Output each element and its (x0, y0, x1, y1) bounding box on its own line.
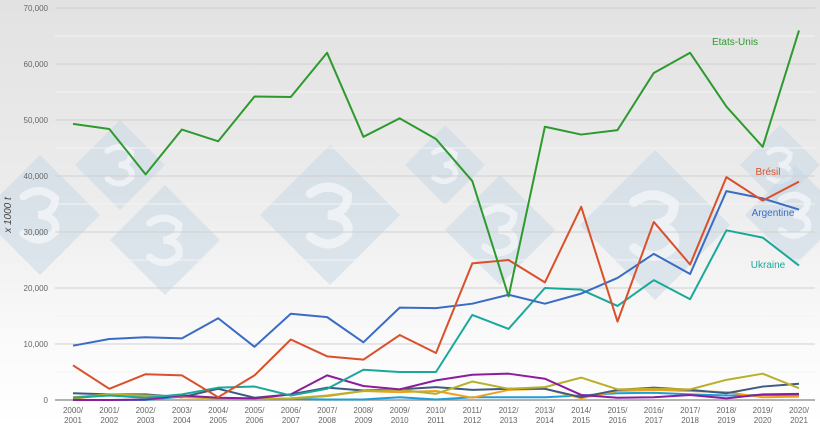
y-tick-label: 50,000 (24, 116, 49, 125)
x-tick-label: 2006/2007 (281, 406, 302, 425)
x-tick-label: 2002/2003 (136, 406, 157, 425)
x-tick-label: 2019/2020 (753, 406, 774, 425)
x-tick-label: 2009/2010 (390, 406, 411, 425)
y-tick-label: 0 (44, 396, 49, 405)
x-tick-label: 2003/2004 (172, 406, 193, 425)
x-tick-label: 2005/2006 (244, 406, 265, 425)
series-line-etats-unis (72, 30, 800, 298)
y-axis-label: x 1000 t (3, 196, 14, 234)
x-tick-label: 2001/2002 (99, 406, 120, 425)
watermark-digit-shape (146, 214, 183, 267)
x-tick-label: 2020/2021 (789, 406, 810, 425)
series-line-argentine (72, 190, 800, 348)
x-tick-label: 2016/2017 (644, 406, 665, 425)
x-tick-label: 2000/2001 (63, 406, 84, 425)
y-tick-label: 10,000 (24, 340, 49, 349)
x-tick-label: 2010/2011 (426, 406, 447, 425)
x-tick-label: 2015/2016 (607, 406, 628, 425)
x-tick-label: 2012/2013 (499, 406, 520, 425)
x-tick-label: 2013/2014 (535, 406, 556, 425)
y-tick-label: 70,000 (24, 4, 49, 13)
watermark-digit-shape (305, 182, 353, 249)
series-label: Etats-Unis (712, 37, 758, 48)
watermark-digit-shape (431, 146, 458, 185)
x-tick-label: 2014/2015 (571, 406, 592, 425)
watermark-logo (0, 120, 820, 300)
series-label: Ukraine (751, 260, 786, 271)
x-tick-label: 2008/2009 (353, 406, 374, 425)
series-line-series-4 (73, 372, 800, 401)
x-tick-label: 2004/2005 (208, 406, 229, 425)
series-line-brésil (72, 176, 800, 399)
watermark-digit-shape (777, 191, 812, 239)
series-label: Brésil (755, 167, 780, 178)
y-tick-label: 60,000 (24, 60, 49, 69)
x-tick-label: 2018/2019 (716, 406, 737, 425)
watermark-digit-shape (19, 187, 60, 244)
y-tick-label: 40,000 (24, 172, 49, 181)
y-tick-label: 20,000 (24, 284, 49, 293)
x-tick-label: 2007/2008 (317, 406, 338, 425)
x-tick-label: 2011/2012 (463, 406, 483, 425)
x-tick-label: 2017/2018 (680, 406, 701, 425)
series-line-ukraine (72, 229, 800, 399)
watermark-digit-shape (481, 204, 518, 257)
y-tick-label: 30,000 (24, 228, 49, 237)
series-label: Argentine (752, 208, 795, 219)
watermark-diamond (745, 165, 820, 265)
